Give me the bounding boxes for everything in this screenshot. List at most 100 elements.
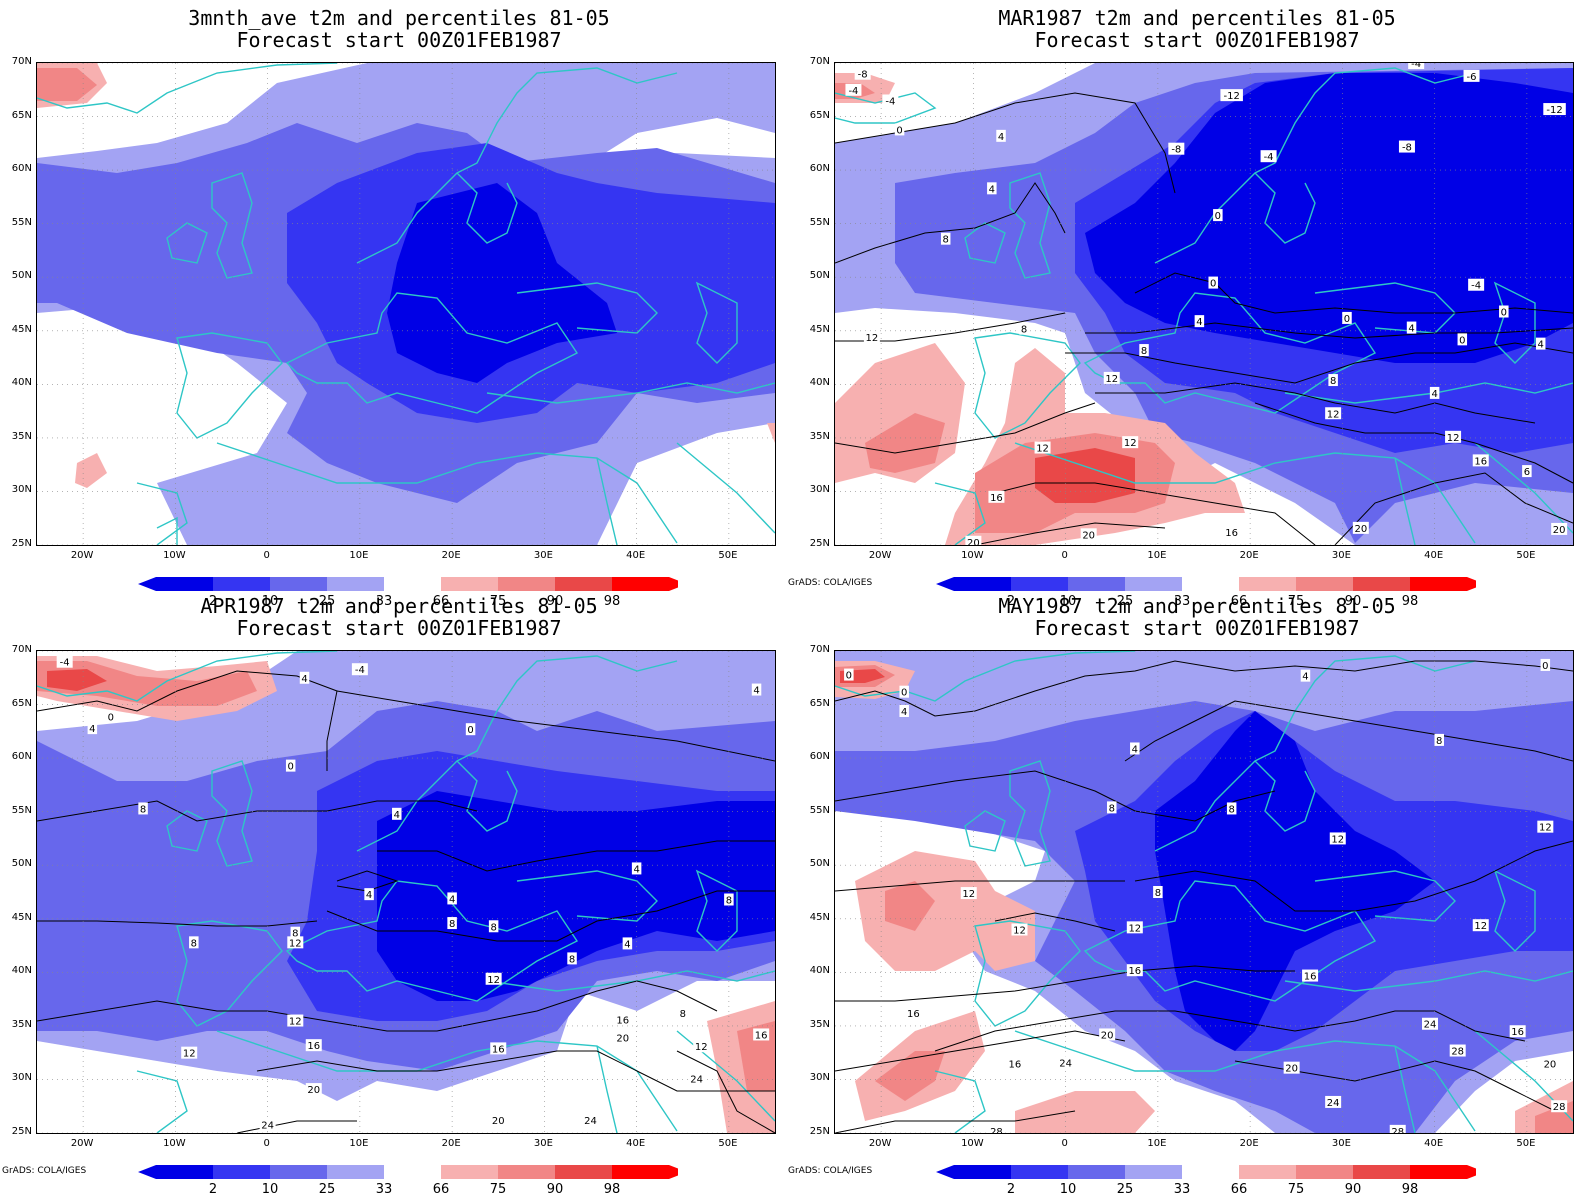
contour-label-bg bbox=[1208, 276, 1218, 289]
lat-tick-label: 65N bbox=[11, 697, 32, 709]
shade-2 bbox=[1085, 73, 1573, 363]
contour-label-bg bbox=[1543, 103, 1566, 116]
colorbar-segment bbox=[1068, 577, 1125, 591]
contour-label: 4 bbox=[1196, 317, 1202, 328]
contour-label-bg bbox=[485, 972, 502, 985]
contour-label-bg bbox=[1463, 69, 1480, 82]
contour-label-bg bbox=[1328, 374, 1338, 387]
contour-label: 16 bbox=[1128, 966, 1141, 977]
lat-tick-label: 50N bbox=[809, 270, 830, 282]
map-area[interactable]: -8 -4 -4 0 4 4 8 12 8 -12 -8 -4 -8 -6 -12 -4 0 0 -4 0 0 4 4 0 4 8… bbox=[834, 62, 1574, 546]
contour-label: 8 bbox=[726, 895, 732, 906]
contour-label: 16 bbox=[616, 1015, 629, 1026]
contour-label: 4 bbox=[989, 184, 995, 195]
colorbar-label: 33 bbox=[1173, 1182, 1191, 1197]
colorbar-segment bbox=[1239, 1165, 1296, 1179]
contour-label: 4 bbox=[998, 132, 1004, 143]
colorbar-segment bbox=[1068, 1165, 1125, 1179]
contour-label: 12 bbox=[1124, 438, 1137, 449]
contour-label: 8 bbox=[1141, 346, 1147, 357]
panel-subtitle: Forecast start 00Z01FEB1987 bbox=[1034, 28, 1360, 52]
contour-label: 28 bbox=[1451, 1047, 1464, 1058]
contour-label: -4 bbox=[60, 658, 70, 669]
lon-tick-label: 20W bbox=[868, 550, 892, 561]
contour-label-bg bbox=[882, 94, 899, 107]
colorbar-label: 25 bbox=[318, 1182, 336, 1197]
shade-2 bbox=[387, 183, 617, 383]
map-area[interactable]: -4 0 4 -4 4 4 0 0 8 4 4 4 4 8 8 8 8 12 8 4 8 12 8 16 20 12 16 12 16 1… bbox=[36, 650, 776, 1134]
panel-may1987: MAY1987 t2m and percentiles 81-05 Foreca… bbox=[788, 588, 1596, 1197]
contour-label-bg bbox=[940, 232, 951, 245]
colorbar-segment bbox=[327, 577, 384, 591]
lat-tick-label: 30N bbox=[809, 1072, 830, 1084]
colorbar-label: 66 bbox=[1230, 594, 1248, 609]
panel-3mnth-ave: 3mnth_ave t2m and percentiles 81-05 Fore… bbox=[0, 0, 798, 609]
contour-label-bg bbox=[899, 704, 909, 717]
colorbar-label: 90 bbox=[1344, 594, 1362, 609]
contour-label-bg bbox=[1220, 89, 1243, 102]
lat-tick-label: 35N bbox=[809, 430, 830, 442]
contour-label: 24 bbox=[261, 1120, 274, 1131]
map-area[interactable] bbox=[36, 62, 776, 546]
colorbar-segment bbox=[1353, 577, 1410, 591]
contour-label-bg bbox=[1099, 1028, 1116, 1041]
panel-subtitle: Forecast start 00Z01FEB1987 bbox=[236, 616, 562, 640]
contour-label-bg bbox=[189, 936, 199, 949]
lon-tick-label: 20W bbox=[70, 550, 94, 561]
contour-lines bbox=[37, 670, 775, 1133]
contour-label: 4 bbox=[624, 939, 630, 950]
colorbar-segment bbox=[1125, 577, 1182, 591]
contour-label: 8 bbox=[191, 938, 197, 949]
lat-tick-label: 65N bbox=[11, 109, 32, 121]
lon-tick-label: 10W bbox=[961, 550, 984, 561]
contour-label-bg bbox=[1080, 528, 1097, 541]
shade-r66e bbox=[1015, 1091, 1155, 1133]
contour-label-bg bbox=[622, 937, 633, 950]
colorbar bbox=[936, 1165, 1476, 1179]
shade-2 bbox=[377, 791, 775, 1001]
colorbar-segment bbox=[384, 577, 441, 591]
lon-tick-label: 10W bbox=[163, 1138, 186, 1149]
colorbar-arrow-left bbox=[138, 577, 156, 591]
colorbar-segment bbox=[498, 577, 555, 591]
lon-tick-label: 0 bbox=[1061, 1138, 1068, 1149]
colorbar-segment bbox=[555, 1165, 612, 1179]
contour-label-bg bbox=[693, 1040, 710, 1053]
lat-tick-label: 60N bbox=[11, 163, 32, 175]
contour-label-bg bbox=[614, 1031, 631, 1044]
contour-label-bg bbox=[1468, 278, 1485, 291]
colorbar-arrow-right bbox=[669, 1165, 678, 1179]
lat-tick-label: 35N bbox=[11, 1018, 32, 1030]
contour-label: 12 bbox=[695, 1042, 708, 1053]
contour-label: 4 bbox=[1408, 324, 1414, 335]
contour-label-bg bbox=[1429, 386, 1440, 399]
lon-tick-label: 10E bbox=[1147, 550, 1167, 561]
contour-label-bg bbox=[996, 129, 1006, 142]
contour-label: 24 bbox=[690, 1074, 703, 1085]
lon-tick-label: 40E bbox=[1424, 550, 1444, 561]
contour-label: -12 bbox=[1546, 105, 1562, 116]
credit-label: GrADS: COLA/IGES bbox=[788, 578, 873, 588]
colorbar-label: 2 bbox=[1006, 1182, 1016, 1197]
lat-tick-label: 45N bbox=[11, 911, 32, 923]
colorbar-label: 33 bbox=[1173, 594, 1191, 609]
lon-tick-label: 30E bbox=[533, 550, 553, 561]
contour-label: 12 bbox=[962, 889, 975, 900]
contour-label: 24 bbox=[1327, 1098, 1340, 1109]
colorbar-segment bbox=[213, 1165, 270, 1179]
colorbar-label: 90 bbox=[1344, 1182, 1362, 1197]
lon-tick-label: 50E bbox=[1516, 1138, 1536, 1149]
contour-label: -8 bbox=[1171, 145, 1181, 156]
colorbar-label: 75 bbox=[489, 1182, 507, 1197]
contour-label: 0 bbox=[1344, 314, 1350, 325]
colorbar-segment bbox=[555, 577, 612, 591]
lon-tick-label: 30E bbox=[1331, 1138, 1351, 1149]
contour-label-bg bbox=[724, 893, 734, 906]
contour-label-bg bbox=[1103, 371, 1120, 384]
contour-label: -12 bbox=[1224, 91, 1240, 102]
contour-label: 12 bbox=[1331, 834, 1344, 845]
lat-tick-label: 35N bbox=[11, 430, 32, 442]
map-area[interactable]: 0 0 4 0 4 4 8 8 8 12 12 12 8 12 12 12 16 16 16 20 24 16 28 20 16… bbox=[834, 650, 1574, 1134]
contour-label: 12 bbox=[289, 938, 302, 949]
